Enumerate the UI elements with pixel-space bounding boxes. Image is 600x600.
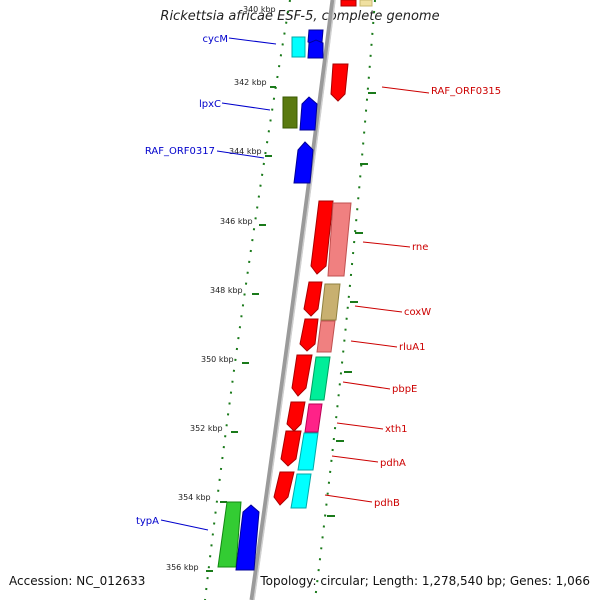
leader-line xyxy=(228,37,277,45)
kbp-label: 348 kbp xyxy=(210,286,243,295)
leader-line xyxy=(216,150,265,159)
kbp-label: 352 kbp xyxy=(190,424,223,433)
leader-line xyxy=(336,422,384,430)
inner-dotted-track xyxy=(314,0,376,600)
gene-label-RAF_ORF0317[interactable]: RAF_ORF0317 xyxy=(145,146,215,157)
leader-line xyxy=(342,381,391,390)
gene-label-pbpE[interactable]: pbpE xyxy=(392,384,417,395)
leader-line xyxy=(381,86,430,94)
gene-label-cycM[interactable]: cycM xyxy=(202,34,228,45)
gene-pdhB[interactable] xyxy=(273,471,312,509)
leader-line xyxy=(324,494,373,503)
gene-rluA1[interactable] xyxy=(299,318,336,353)
kbp-label: 346 kbp xyxy=(220,217,253,226)
right-scale-ticks xyxy=(327,92,376,517)
genome-backbone xyxy=(249,0,336,600)
leader-line xyxy=(331,455,379,463)
top-partial-features[interactable] xyxy=(340,0,373,7)
kbp-label: 354 kbp xyxy=(178,493,211,502)
forward-leaders xyxy=(160,37,277,531)
gene-label-rne[interactable]: rne xyxy=(412,242,428,253)
gene-RAF_ORF0317[interactable] xyxy=(293,141,314,184)
gene-xth1[interactable] xyxy=(286,401,323,433)
genome-summary: Topology: circular; Length: 1,278,540 bp… xyxy=(260,574,590,588)
kbp-label: 342 kbp xyxy=(234,78,267,87)
gene-label-lpxC[interactable]: lpxC xyxy=(199,99,221,110)
leader-line xyxy=(350,340,398,348)
gene-label-xth1[interactable]: xth1 xyxy=(385,424,408,435)
left-scale-ticks xyxy=(206,86,276,572)
kbp-label: 344 kbp xyxy=(229,147,262,156)
kbp-labels: 340 kbp 342 kbp 344 kbp 346 kbp 348 kbp … xyxy=(166,5,276,572)
kbp-label: 356 kbp xyxy=(166,563,199,572)
gene-pdhA[interactable] xyxy=(280,430,319,471)
gene-label-rluA1[interactable]: rluA1 xyxy=(399,342,425,353)
reverse-gene-labels: RAF_ORF0315 rne coxW rluA1 pbpE xth1 pdh… xyxy=(374,86,501,509)
forward-gene-labels: cycM lpxC RAF_ORF0317 typA xyxy=(136,34,228,527)
accession-label: Accession: NC_012633 xyxy=(9,574,146,588)
gene-lpxC[interactable] xyxy=(282,96,318,131)
gene-coxW[interactable] xyxy=(303,281,341,321)
leader-line xyxy=(221,102,271,111)
gene-label-coxW[interactable]: coxW xyxy=(404,307,431,318)
gene-RAF_ORF0315[interactable] xyxy=(330,63,349,102)
gene-pbpE[interactable] xyxy=(291,354,331,401)
gene-typA[interactable] xyxy=(217,501,260,571)
gene-cycM[interactable] xyxy=(291,29,324,59)
gene-rne[interactable] xyxy=(310,200,352,277)
leader-line xyxy=(362,241,411,248)
gene-label-typA[interactable]: typA xyxy=(136,516,159,527)
gene-label-pdhA[interactable]: pdhA xyxy=(380,458,406,469)
gene-label-RAF_ORF0315[interactable]: RAF_ORF0315 xyxy=(431,86,501,97)
reverse-leaders xyxy=(324,86,430,503)
leader-line xyxy=(354,305,403,313)
map-title: Rickettsia africae ESF-5, complete genom… xyxy=(160,9,440,24)
gene-label-pdhB[interactable]: pdhB xyxy=(374,498,400,509)
leader-line xyxy=(160,519,209,531)
kbp-label: 340 kbp xyxy=(243,5,276,14)
kbp-label: 350 kbp xyxy=(201,355,234,364)
